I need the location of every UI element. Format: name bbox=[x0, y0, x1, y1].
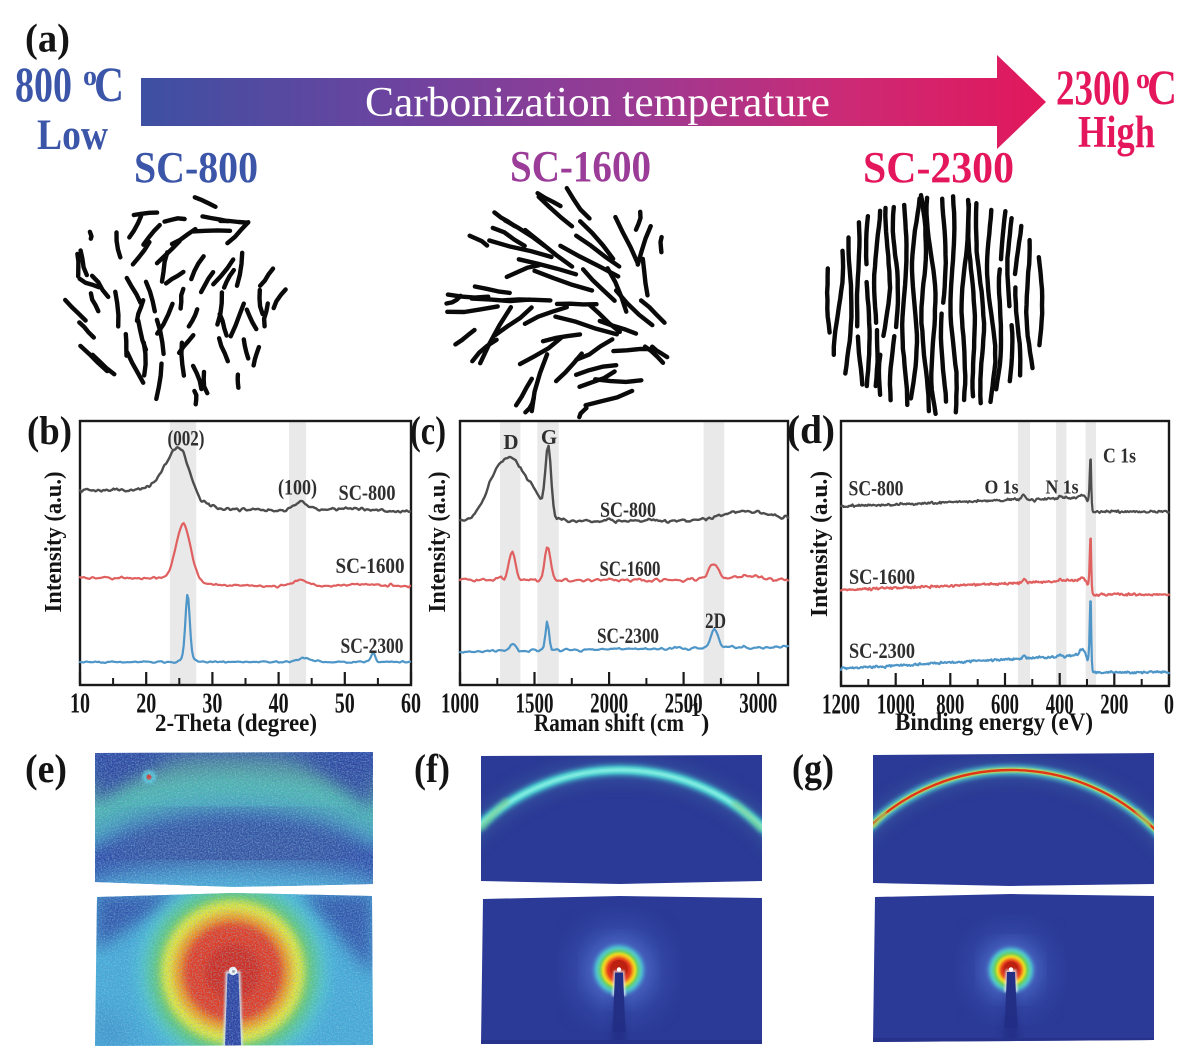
svg-text:(e): (e) bbox=[25, 746, 67, 791]
svg-text:(002): (002) bbox=[168, 426, 205, 451]
svg-text:2000: 2000 bbox=[590, 689, 628, 720]
svg-text:C: C bbox=[94, 56, 124, 112]
svg-text:SC-2300: SC-2300 bbox=[863, 143, 1014, 192]
svg-text:1000: 1000 bbox=[877, 690, 915, 721]
svg-text:High: High bbox=[1078, 107, 1155, 157]
svg-text:Binding energy (eV): Binding energy (eV) bbox=[895, 709, 1093, 736]
svg-text:1200: 1200 bbox=[822, 690, 860, 721]
svg-text:SC-800: SC-800 bbox=[849, 476, 904, 501]
svg-text:1500: 1500 bbox=[516, 689, 554, 720]
svg-text:(d): (d) bbox=[787, 407, 835, 452]
svg-text:200: 200 bbox=[1100, 690, 1128, 721]
svg-text:3000: 3000 bbox=[739, 689, 777, 720]
svg-text:60: 60 bbox=[401, 689, 421, 720]
svg-text:SC-1600: SC-1600 bbox=[336, 553, 405, 578]
svg-text:800: 800 bbox=[15, 56, 72, 112]
svg-text:800: 800 bbox=[936, 690, 964, 721]
svg-text:Carbonization temperature: Carbonization temperature bbox=[365, 80, 830, 126]
svg-text:2-Theta (degree): 2-Theta (degree) bbox=[155, 710, 317, 737]
svg-text:400: 400 bbox=[1046, 690, 1074, 721]
svg-text:C: C bbox=[1147, 59, 1177, 115]
svg-text:SC-800: SC-800 bbox=[134, 143, 258, 192]
svg-text:2D: 2D bbox=[705, 608, 726, 633]
svg-text:40: 40 bbox=[269, 689, 289, 720]
svg-text:30: 30 bbox=[202, 689, 222, 720]
svg-text:D: D bbox=[503, 430, 518, 454]
svg-text:(f): (f) bbox=[414, 746, 450, 791]
svg-text:): ) bbox=[701, 710, 709, 737]
svg-text:(b): (b) bbox=[27, 408, 72, 453]
svg-text:2300: 2300 bbox=[1056, 59, 1130, 115]
svg-text:N 1s: N 1s bbox=[1046, 477, 1079, 499]
svg-text:0: 0 bbox=[1164, 690, 1174, 721]
svg-text:SC-1600: SC-1600 bbox=[600, 556, 661, 581]
svg-text:O 1s: O 1s bbox=[985, 477, 1019, 499]
svg-text:Raman shift (cm: Raman shift (cm bbox=[534, 710, 684, 737]
svg-text:Low: Low bbox=[37, 112, 108, 159]
svg-text:SC-800: SC-800 bbox=[339, 480, 396, 505]
svg-text:SC-1600: SC-1600 bbox=[510, 142, 651, 191]
svg-text:SC-800: SC-800 bbox=[600, 497, 656, 522]
svg-text:600: 600 bbox=[991, 690, 1019, 721]
svg-text:C 1s: C 1s bbox=[1103, 444, 1136, 468]
svg-text:SC-2300: SC-2300 bbox=[849, 638, 915, 663]
svg-text:(g): (g) bbox=[792, 746, 834, 791]
svg-text:(c): (c) bbox=[410, 408, 446, 453]
svg-text:2500: 2500 bbox=[665, 689, 703, 720]
svg-text:20: 20 bbox=[136, 689, 156, 720]
svg-text:o: o bbox=[83, 61, 97, 92]
svg-text:SC-2300: SC-2300 bbox=[597, 623, 659, 648]
svg-text:Intensity (a.u.): Intensity (a.u.) bbox=[425, 472, 451, 613]
svg-text:1000: 1000 bbox=[441, 689, 479, 720]
svg-text:(100): (100) bbox=[278, 475, 317, 500]
svg-text:50: 50 bbox=[335, 689, 355, 720]
svg-text:-1: -1 bbox=[684, 699, 701, 721]
svg-text:SC-2300: SC-2300 bbox=[341, 633, 404, 658]
svg-text:o: o bbox=[1136, 64, 1150, 95]
svg-text:10: 10 bbox=[70, 689, 90, 720]
svg-text:(a): (a) bbox=[25, 16, 70, 61]
svg-text:SC-1600: SC-1600 bbox=[849, 564, 915, 589]
svg-text:Intensity (a.u.): Intensity (a.u.) bbox=[41, 472, 67, 613]
svg-text:Intensity (a.u.): Intensity (a.u.) bbox=[807, 471, 833, 617]
svg-text:G: G bbox=[541, 425, 557, 449]
